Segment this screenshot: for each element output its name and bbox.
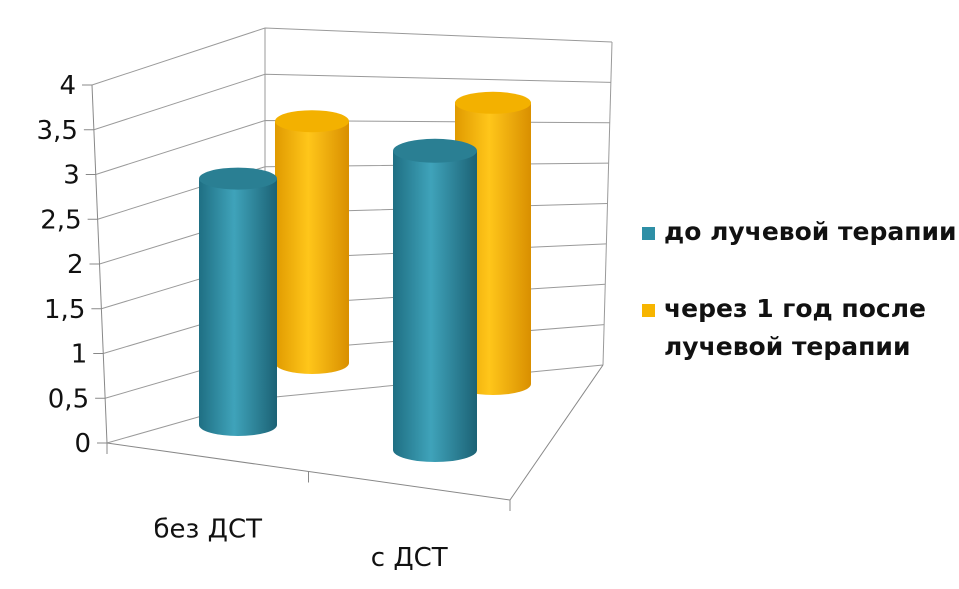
x-category-label: с ДСТ bbox=[371, 543, 448, 573]
bar-top bbox=[393, 138, 477, 163]
bar-top bbox=[455, 91, 531, 114]
y-tick-label: 0 bbox=[74, 429, 91, 459]
gridline bbox=[95, 119, 610, 175]
bar-top bbox=[199, 167, 277, 190]
y-tick-label: 2 bbox=[67, 250, 84, 280]
bar bbox=[199, 167, 277, 436]
y-tick-label: 3,5 bbox=[37, 116, 78, 146]
gridlines bbox=[91, 27, 613, 444]
y-tick-label: 1,5 bbox=[44, 295, 85, 325]
floor-right-edge bbox=[509, 364, 604, 501]
bar bbox=[275, 110, 349, 374]
legend-label: до лучевой терапии bbox=[664, 217, 957, 246]
legend-label: через 1 год после bbox=[664, 294, 926, 323]
legend-swatch bbox=[642, 304, 655, 317]
y-tick-label: 1 bbox=[71, 340, 88, 370]
axis-labels: 0 0,5 1 1,5 2 2,5 3 3,5 4 без ДСТ с ДСТ bbox=[37, 71, 448, 573]
gridline bbox=[93, 73, 611, 131]
bars bbox=[199, 91, 531, 463]
y-tick-label: 4 bbox=[59, 71, 76, 101]
legend-item: до лучевой терапии bbox=[642, 217, 957, 246]
bar-body bbox=[199, 178, 277, 436]
y-axis-line bbox=[91, 84, 108, 444]
legend-swatch bbox=[642, 227, 655, 240]
bar-body bbox=[393, 150, 477, 463]
legend-label-line2: лучевой терапии bbox=[664, 332, 910, 361]
bar bbox=[393, 138, 477, 463]
y-tick-label: 2,5 bbox=[40, 205, 81, 235]
legend: до лучевой терапии через 1 год после лучев… bbox=[642, 217, 957, 361]
bar-top bbox=[275, 110, 349, 133]
y-tick-label: 3 bbox=[63, 161, 80, 191]
legend-item: через 1 год после лучевой терапии bbox=[642, 294, 926, 361]
gridline bbox=[91, 27, 613, 86]
bar-body bbox=[275, 121, 349, 374]
y-tick-label: 0,5 bbox=[48, 384, 89, 414]
axes bbox=[82, 84, 604, 511]
x-category-label: без ДСТ bbox=[154, 514, 263, 544]
